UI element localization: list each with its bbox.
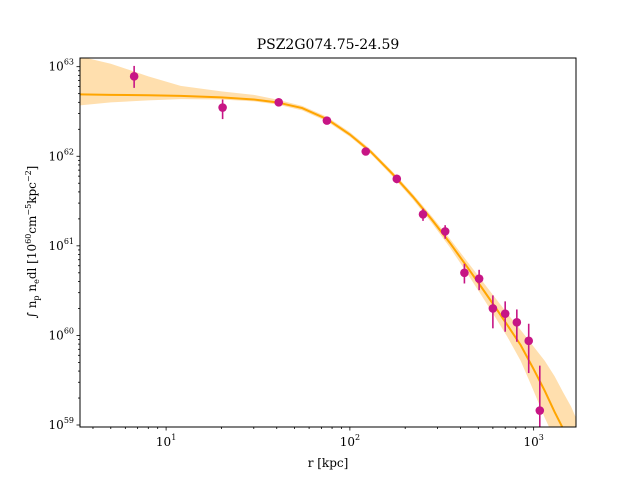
y-axis-label: ∫ np nedl [1060cm−5kpc−2] <box>24 166 41 319</box>
data-marker <box>129 72 139 81</box>
data-marker <box>512 318 522 327</box>
x-tick-label: 103 <box>523 433 543 449</box>
data-point <box>218 99 227 120</box>
data-point <box>361 147 371 156</box>
data-marker <box>474 274 484 283</box>
data-marker <box>274 98 284 107</box>
data-point <box>392 174 402 184</box>
data-point <box>512 309 522 342</box>
data-marker <box>322 116 332 125</box>
data-marker <box>392 174 402 184</box>
y-tick-label: 1061 <box>49 237 74 253</box>
chart-title: PSZ2G074.75-24.59 <box>257 37 400 53</box>
data-marker <box>535 406 545 415</box>
data-marker <box>218 103 227 112</box>
x-axis-ticks: 101 102 103 <box>92 427 544 449</box>
data-point <box>274 98 284 107</box>
data-marker <box>418 209 428 219</box>
data-point <box>418 208 428 221</box>
x-axis-label: r [kpc] <box>308 456 349 470</box>
data-point <box>460 263 469 284</box>
data-marker <box>488 304 498 313</box>
data-marker <box>524 336 534 346</box>
data-point <box>524 323 534 374</box>
data-point <box>474 269 484 291</box>
x-tick-label: 101 <box>156 433 176 449</box>
data-marker <box>500 309 510 318</box>
y-tick-label: 1062 <box>49 147 74 163</box>
model-fit-line <box>80 93 564 427</box>
data-point <box>488 295 498 329</box>
data-marker <box>460 268 469 278</box>
y-tick-label: 1060 <box>49 326 74 342</box>
data-point <box>129 65 139 88</box>
y-tick-label: 1063 <box>49 58 74 74</box>
data-point <box>535 365 545 427</box>
x-tick-label: 102 <box>340 433 360 449</box>
y-axis-ticks: 1059 1060 1061 1062 1063 <box>49 58 80 432</box>
y-tick-label: 1059 <box>49 416 74 432</box>
data-point <box>500 301 510 332</box>
data-point <box>440 225 450 239</box>
plot-frame <box>79 57 577 428</box>
data-marker <box>440 227 450 236</box>
data-marker <box>361 147 371 156</box>
model-line-layer <box>80 93 564 427</box>
data-points-layer <box>129 65 545 427</box>
data-point <box>322 116 332 125</box>
